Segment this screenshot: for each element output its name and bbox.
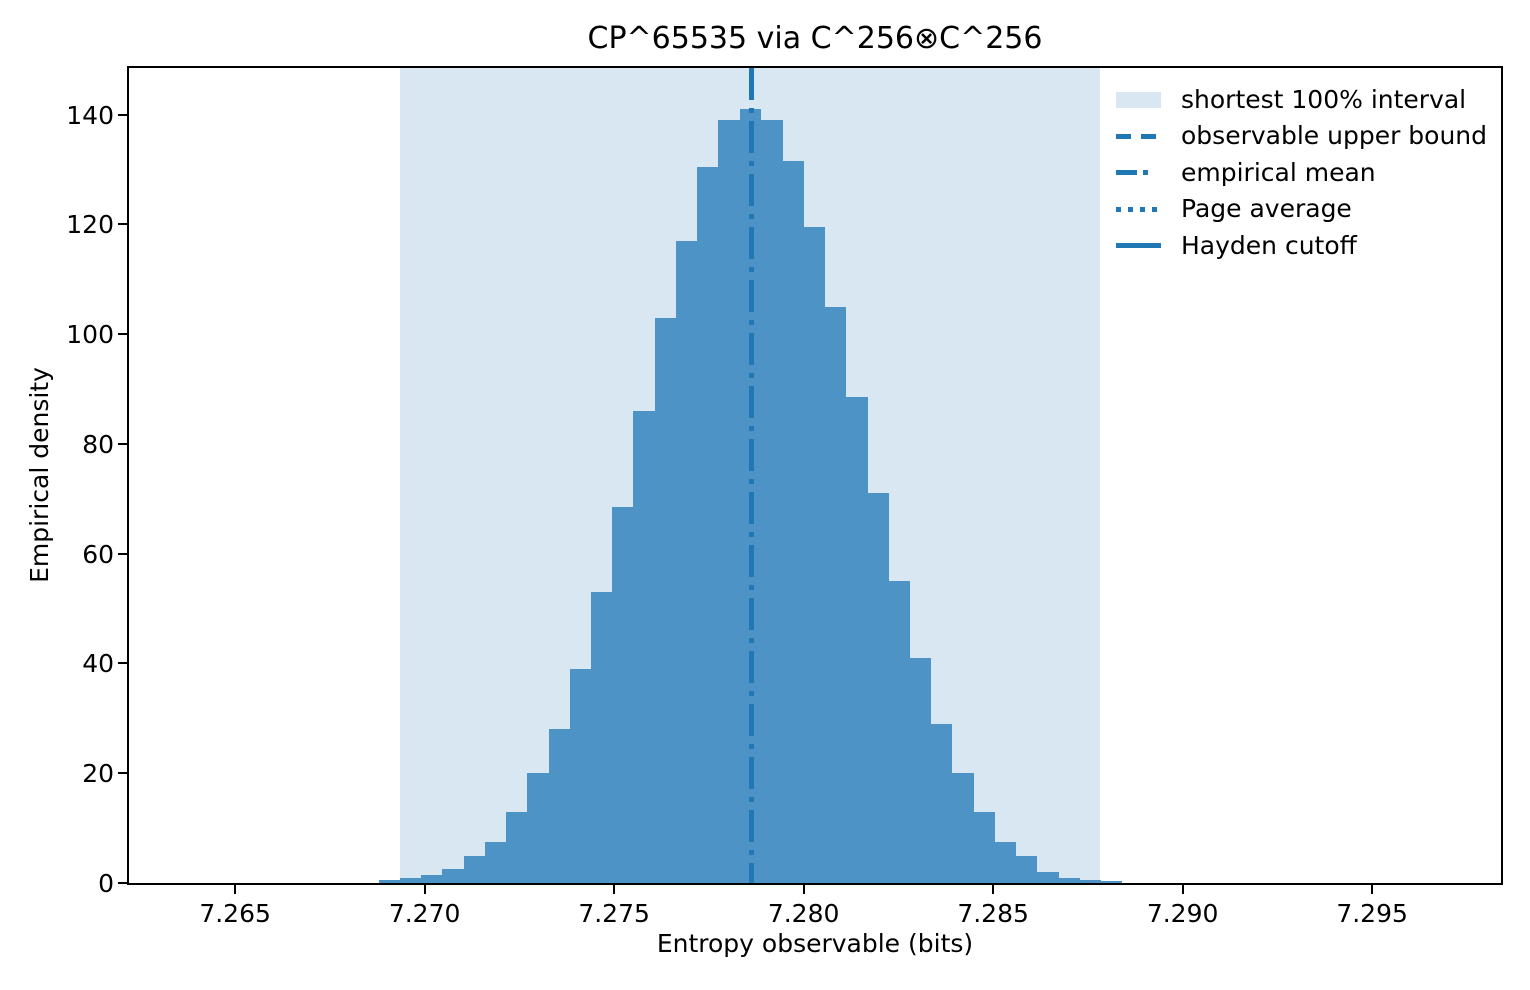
- y-tick-label: 40: [82, 649, 114, 679]
- legend-sample-solid-line: [1116, 243, 1161, 248]
- histogram-bar: [421, 874, 444, 883]
- y-tick: [118, 333, 127, 336]
- x-tick: [234, 885, 237, 894]
- x-tick-label: 7.290: [1146, 899, 1219, 928]
- histogram-bar: [527, 773, 550, 883]
- histogram-bar: [718, 120, 741, 883]
- histogram-bar: [1100, 881, 1123, 883]
- legend-row: empirical mean: [1102, 155, 1499, 190]
- y-axis-label: Empirical density: [25, 367, 54, 583]
- legend-label: Hayden cutoff: [1181, 230, 1357, 260]
- legend-row: Page average: [1102, 192, 1499, 227]
- histogram-bar: [866, 493, 889, 883]
- y-tick-label: 100: [66, 320, 114, 350]
- x-tick-label: 7.270: [388, 899, 461, 928]
- histogram-bar: [1015, 855, 1038, 883]
- y-tick: [118, 223, 127, 226]
- histogram-bar: [951, 773, 974, 883]
- plot-area: 7.265 7.270 7.275 7.280 7.285 7.290 7.295 0 20 40…: [66, 68, 1501, 927]
- histogram-bar: [697, 166, 719, 883]
- histogram-bar: [973, 811, 995, 883]
- y-tick-label: 80: [82, 429, 114, 459]
- histogram-bar: [803, 227, 826, 883]
- x-tick-label: 7.295: [1336, 899, 1408, 928]
- histogram-bar: [569, 668, 592, 883]
- legend-sample-dashed-line: [1116, 133, 1161, 139]
- histogram-bar: [1057, 877, 1080, 883]
- x-tick: [1181, 885, 1184, 894]
- histogram-bar: [930, 723, 953, 883]
- histogram-bar: [675, 240, 698, 883]
- histogram-bar: [1079, 880, 1101, 883]
- legend-sample-dotted-line: [1116, 206, 1161, 212]
- y-tick-label: 60: [82, 539, 114, 569]
- x-tick: [992, 885, 995, 894]
- x-tick-label: 7.285: [957, 899, 1029, 928]
- legend-label: empirical mean: [1181, 157, 1376, 187]
- histogram-bar: [506, 811, 528, 883]
- histogram-bar: [1036, 872, 1059, 883]
- legend-sample-shaded-interval: [1116, 91, 1161, 108]
- x-tick: [1371, 885, 1374, 894]
- y-tick-label: 20: [82, 759, 114, 789]
- legend-label: shortest 100% interval: [1181, 84, 1467, 114]
- histogram-bar: [463, 855, 486, 883]
- y-tick-label: 140: [66, 100, 114, 130]
- histogram-bar: [633, 411, 656, 883]
- histogram-bar: [994, 841, 1017, 883]
- y-tick: [118, 662, 127, 665]
- legend: shortest 100% interval observable upper …: [1102, 80, 1499, 265]
- legend-sample-dashdot-line: [1116, 170, 1161, 175]
- chart-title: CP^65535 via C^256⊗C^256: [587, 21, 1043, 56]
- histogram-bar: [845, 397, 868, 883]
- y-tick: [118, 772, 127, 775]
- histogram-bar: [888, 581, 910, 883]
- histogram-bar: [612, 507, 635, 883]
- histogram-bar: [378, 880, 401, 883]
- x-tick: [423, 885, 426, 894]
- x-tick-label: 7.265: [199, 899, 271, 928]
- x-tick: [613, 885, 616, 894]
- y-tick: [118, 882, 127, 884]
- x-tick-label: 7.275: [578, 899, 650, 928]
- histogram-bar: [760, 120, 783, 883]
- histogram-bar: [591, 592, 613, 883]
- histogram-bar: [399, 877, 422, 883]
- x-axis-label: Entropy observable (bits): [656, 929, 974, 958]
- legend-label: observable upper bound: [1181, 121, 1488, 150]
- y-tick: [118, 552, 127, 555]
- legend-row: observable upper bound: [1102, 119, 1499, 154]
- y-tick: [118, 442, 127, 445]
- legend-row: shortest 100% interval: [1102, 82, 1499, 117]
- y-tick-label: 0: [98, 869, 114, 898]
- legend-label: Page average: [1181, 194, 1352, 223]
- y-tick-label: 120: [66, 210, 114, 240]
- x-tick-label: 7.280: [767, 899, 840, 928]
- mean-line: [748, 68, 754, 883]
- legend-row: Hayden cutoff: [1102, 228, 1499, 263]
- y-tick: [118, 113, 127, 116]
- histogram-bar: [442, 869, 465, 883]
- x-tick: [802, 885, 805, 894]
- histogram-bar: [824, 306, 847, 883]
- histogram-bar: [654, 317, 677, 883]
- histogram-bar: [548, 729, 571, 883]
- histogram-bar: [484, 841, 507, 883]
- histogram-bar: [909, 657, 932, 883]
- histogram-bar: [782, 161, 804, 883]
